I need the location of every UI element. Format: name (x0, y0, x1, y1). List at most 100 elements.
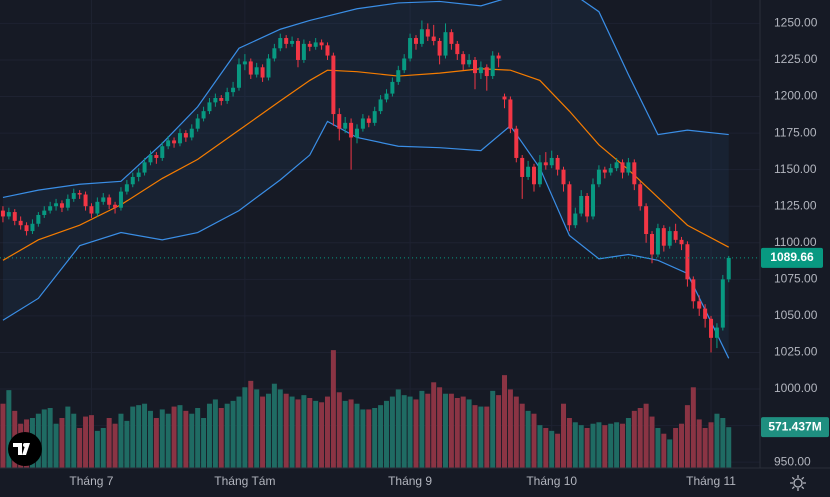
volume-bar (549, 430, 555, 468)
candle-body (113, 204, 118, 208)
volume-bar (590, 423, 596, 468)
grid (0, 0, 760, 468)
volume-bar (572, 422, 578, 468)
candle-body (478, 67, 483, 74)
candle-body (148, 155, 153, 163)
volume-bar (112, 423, 118, 468)
candle-body (413, 38, 418, 44)
volume-bar (201, 418, 207, 468)
volume-bar (271, 383, 277, 468)
candle-body (166, 140, 171, 147)
volume-bar (336, 392, 342, 468)
candle-body (284, 38, 289, 44)
gear-teeth (790, 475, 806, 491)
candle-body (360, 118, 365, 129)
y-tick-label: 1025.00 (774, 345, 818, 359)
volume-bar (478, 406, 484, 468)
candle-body (248, 61, 253, 75)
candle-body (614, 162, 619, 169)
x-tick-label: Tháng 11 (686, 474, 736, 488)
candle-body (384, 93, 389, 100)
volume-bar (301, 395, 307, 468)
candle-body (437, 40, 442, 56)
volume-bar (502, 375, 508, 468)
volume-bar (625, 418, 631, 468)
volume-bar (395, 389, 401, 468)
volume-bar (389, 396, 395, 468)
candle-body (496, 55, 501, 59)
volume-bar (649, 416, 655, 468)
candle-body (543, 162, 548, 166)
x-tick-label: Tháng 10 (526, 474, 577, 488)
candle-body (160, 146, 165, 158)
volume-bar (413, 399, 419, 468)
volume-bar (124, 420, 130, 468)
volume-bar (614, 422, 620, 468)
candle-body (555, 157, 560, 170)
volume-bar (313, 400, 319, 468)
volume-bar (561, 403, 567, 468)
volume-bar (496, 395, 502, 468)
candle-body (83, 194, 88, 207)
candle-body (667, 231, 672, 246)
volume-bar (254, 389, 260, 468)
candle-body (396, 70, 401, 82)
volume-bar (88, 415, 94, 468)
candle-body (331, 55, 336, 115)
settings-icon[interactable] (790, 475, 806, 491)
volume-bar (277, 389, 283, 468)
last-price-badge (761, 247, 823, 268)
candle-body (490, 55, 495, 77)
y-tick-label: 1050.00 (774, 308, 818, 322)
candle-body (6, 212, 11, 217)
volume-bar (147, 410, 153, 468)
candle-body (390, 81, 395, 94)
volume-bar (531, 413, 537, 468)
candle-body (650, 234, 655, 255)
volume-bar (165, 413, 171, 468)
volume-bar (260, 396, 266, 468)
volume-bar (354, 403, 360, 468)
volume-bar (684, 405, 690, 468)
volume-bar (637, 408, 643, 468)
candle-body (124, 184, 129, 192)
candle-body (709, 318, 714, 338)
candle-body (638, 184, 643, 207)
volume-bar (171, 406, 177, 468)
candle-body (48, 206, 53, 211)
candles (0, 20, 731, 353)
volume-bar (584, 428, 590, 468)
candle-body (419, 29, 424, 44)
candle-body (508, 99, 513, 129)
candle-body (172, 140, 177, 144)
candle-body (42, 210, 47, 215)
volume-bar (431, 382, 437, 468)
volume-bar (265, 393, 271, 468)
candle-body (24, 225, 29, 232)
candle-body (514, 128, 519, 158)
candle-body (189, 128, 194, 138)
candle-body (301, 43, 306, 60)
candle-body (107, 197, 112, 205)
volume-bar (159, 409, 165, 468)
volume-bar (437, 387, 443, 468)
candle-body (726, 257, 731, 280)
candle-body (703, 308, 708, 319)
volume-bar (248, 380, 254, 468)
volume-bar (448, 393, 454, 468)
candle-body (655, 228, 660, 255)
volume-bar (324, 396, 330, 468)
volume-bar (71, 413, 77, 468)
volume-bar (537, 425, 543, 468)
y-tick-label: 1250.00 (774, 16, 818, 30)
candle-body (354, 128, 359, 138)
candle-body (343, 122, 348, 129)
upper-band (2, 0, 729, 199)
volume-bar (454, 398, 460, 468)
volume-bar (242, 387, 248, 468)
volume-bar (620, 423, 626, 468)
logo (8, 432, 42, 466)
volume-bar (230, 400, 236, 468)
candle-body (231, 87, 236, 93)
